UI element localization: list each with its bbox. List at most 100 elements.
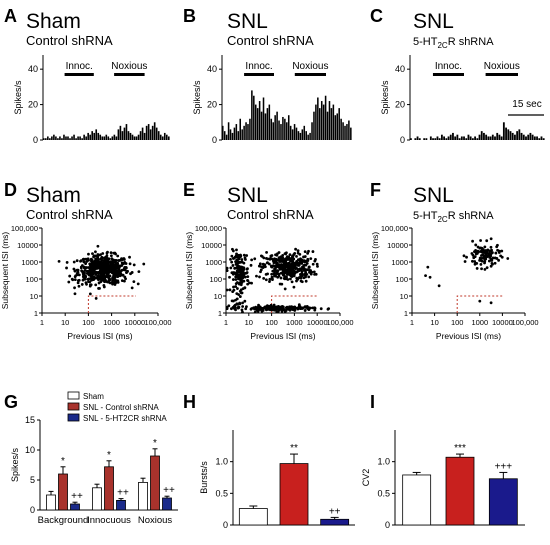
scatter-point	[228, 275, 231, 279]
scatter-point	[476, 245, 480, 249]
scatter-point	[245, 271, 249, 274]
scatter-point	[116, 254, 120, 258]
scatter-point	[89, 259, 93, 263]
histogram-C: 0 20 40 Spikes/s Innoc. Noxious 15 sec	[380, 55, 545, 145]
histogram-bar	[251, 90, 253, 140]
scatter-point	[474, 261, 478, 265]
scatter-point	[313, 272, 316, 276]
histogram-bar	[139, 131, 142, 140]
scatter-point	[231, 257, 235, 260]
scatter-point	[100, 255, 104, 259]
panel-letter-A: A	[4, 6, 17, 26]
scatter-point	[267, 307, 271, 311]
scatter-point	[238, 271, 242, 275]
y-tick-label: 0	[212, 135, 217, 145]
panel-F-subtitle: 5-HT2CR shRNA	[413, 210, 494, 224]
scatter-point	[271, 306, 275, 310]
scatter-point	[313, 308, 317, 312]
scatter-point	[253, 310, 257, 314]
scatter-point	[307, 249, 310, 253]
scatter-point	[276, 269, 280, 273]
scatter-point	[73, 269, 77, 273]
y-tick-label: 40	[28, 64, 38, 74]
scatter-point	[293, 251, 297, 255]
histogram-bar	[123, 127, 126, 140]
histogram-bar	[111, 136, 114, 140]
scatter-point	[256, 306, 259, 310]
x-tick-label: 100	[451, 318, 464, 327]
scatter-point	[233, 303, 237, 307]
histogram-bar	[425, 138, 428, 140]
scatter-point	[93, 269, 96, 273]
scatter-point	[474, 243, 478, 247]
histogram-bar	[509, 131, 512, 140]
histogram-bar	[155, 127, 158, 140]
scatter-point	[499, 254, 503, 258]
histogram-bar	[258, 101, 261, 140]
histogram-bar	[135, 136, 138, 140]
scatter-point	[307, 275, 311, 279]
histogram-bar	[268, 104, 271, 140]
scatter-point	[315, 262, 319, 266]
histogram-bar	[297, 131, 300, 140]
scatter-point	[277, 251, 281, 254]
histogram-bar	[540, 136, 543, 140]
stimulus-label: Innoc.	[66, 61, 93, 72]
scatter-point	[300, 270, 304, 273]
histogram-bar	[454, 136, 457, 140]
scatter-point	[71, 278, 75, 282]
scatter-point	[471, 239, 474, 243]
significance-mark: ++	[163, 485, 175, 496]
scatter-point	[83, 269, 87, 272]
y-axis-label: Subsequent ISI (ms)	[0, 232, 10, 310]
histogram-bar	[432, 138, 434, 140]
scatter-point	[306, 257, 310, 261]
stimulus-label: Innoc.	[245, 61, 272, 72]
panel-B-title: SNL	[227, 10, 268, 33]
scatter-point	[236, 287, 239, 290]
scatter-point	[313, 306, 317, 310]
scatter-point	[272, 261, 276, 265]
y-tick-label: 100,000	[195, 224, 222, 233]
x-tick-label: 1	[40, 318, 44, 327]
histogram-bar	[65, 136, 67, 140]
scatter-point	[275, 253, 279, 257]
scatter-point	[94, 296, 98, 300]
scatter-point	[81, 275, 85, 279]
significance-mark: ***	[454, 443, 466, 454]
scatter-point	[273, 267, 277, 271]
scatter-point	[82, 260, 86, 264]
scatter-point	[109, 251, 113, 255]
scatter-point	[106, 267, 110, 271]
histogram-bar	[131, 134, 134, 140]
scatter-point	[72, 260, 76, 264]
scatter-point	[122, 262, 125, 266]
histogram-bar	[85, 136, 87, 140]
scatter-point	[267, 262, 271, 266]
histogram-bar	[262, 97, 265, 140]
scatter-point	[493, 261, 497, 265]
scatter-point	[262, 256, 266, 260]
significance-mark: ++	[117, 488, 129, 499]
histogram-bar	[91, 131, 93, 140]
scatter-point	[81, 272, 85, 276]
y-tick-label: 1	[404, 309, 408, 318]
histogram-bar	[101, 136, 104, 140]
histogram-bar	[93, 132, 96, 140]
scatter-point	[241, 310, 244, 314]
scatter-point	[237, 257, 241, 260]
scatter-point	[79, 259, 83, 262]
scatter-point	[475, 252, 479, 255]
scatter-point	[124, 266, 128, 270]
y-tick-label: 1.0	[215, 457, 228, 467]
scatter-point	[242, 279, 246, 283]
histogram-bar	[79, 136, 81, 140]
histogram-bar	[436, 136, 439, 140]
histogram-bar	[227, 122, 230, 140]
scatter-point	[293, 261, 297, 265]
histogram-bar	[163, 132, 166, 140]
x-tick-label: 10	[245, 318, 253, 327]
significance-mark: ++	[329, 506, 341, 517]
scatter-point	[288, 253, 292, 257]
